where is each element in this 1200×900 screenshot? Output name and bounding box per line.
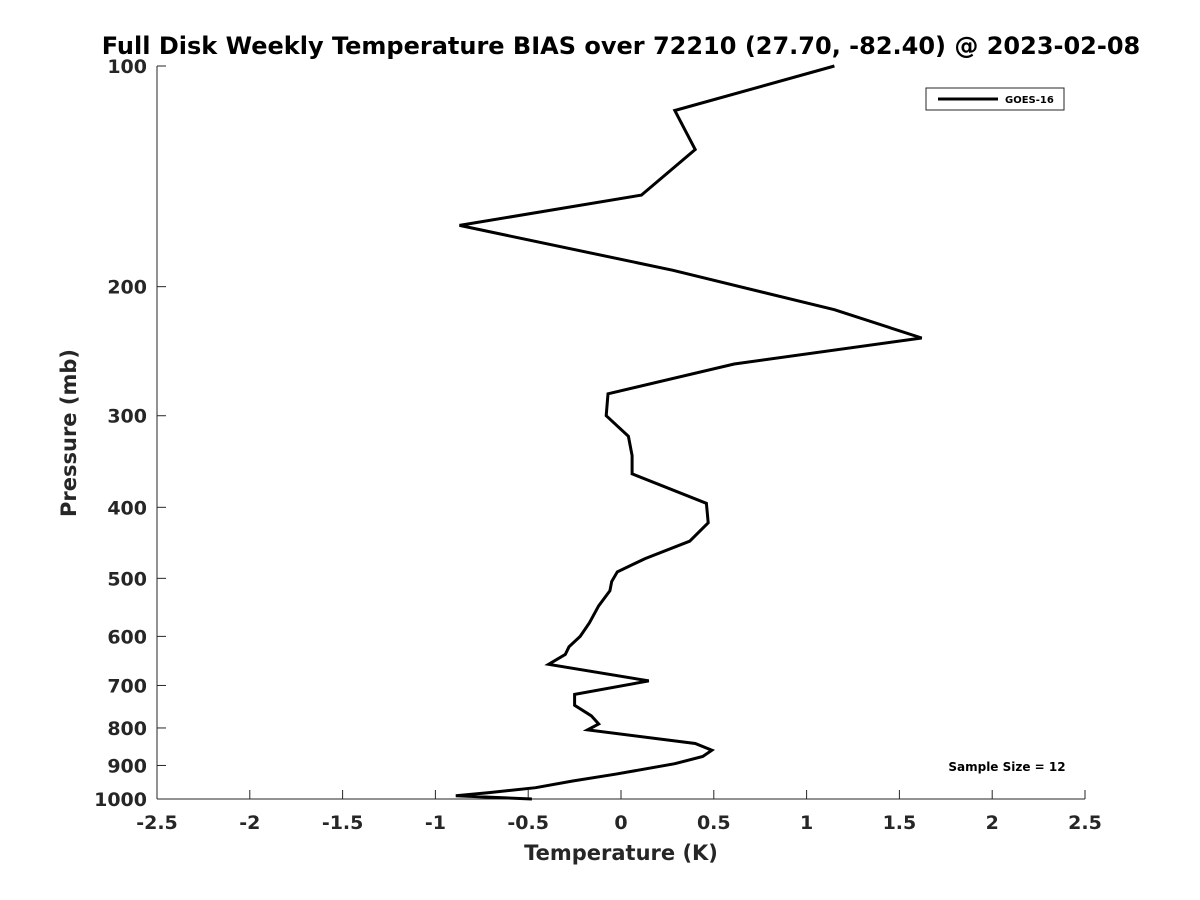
y-tick-label: 800 <box>107 718 147 740</box>
sample-size-annotation: Sample Size = 12 <box>948 760 1065 774</box>
x-tick-label: 1 <box>800 812 813 834</box>
x-tick-label: -2.5 <box>136 812 178 834</box>
y-tick-label: 400 <box>107 497 147 519</box>
y-tick-label: 100 <box>107 56 147 78</box>
x-tick-label: -1 <box>425 812 446 834</box>
y-tick-label: 600 <box>107 626 147 648</box>
x-ticks: -2.5 -2 -1.5 -1 -0.5 0 0.5 1 1.5 2 2.5 <box>136 790 1102 834</box>
y-tick-label: 900 <box>107 755 147 777</box>
chart-title: Full Disk Weekly Temperature BIAS over 7… <box>102 32 1141 60</box>
plot-area <box>156 66 1085 800</box>
x-tick-label: 2 <box>986 812 999 834</box>
legend-entry-goes-16: GOES-16 <box>1005 95 1054 106</box>
y-tick-label: 700 <box>107 675 147 697</box>
x-tick-label: 2.5 <box>1068 812 1102 834</box>
y-tick-label: 500 <box>107 568 147 590</box>
x-tick-label: 0 <box>614 812 627 834</box>
x-tick-label: -1.5 <box>322 812 364 834</box>
x-axis-label: Temperature (K) <box>524 841 718 865</box>
y-tick-label: 300 <box>107 406 147 428</box>
x-tick-label: -0.5 <box>507 812 549 834</box>
y-tick-label: 1000 <box>94 789 147 811</box>
series-group <box>455 64 923 801</box>
y-tick-label: 200 <box>107 277 147 299</box>
x-tick-label: 1.5 <box>883 812 917 834</box>
legend: GOES-16 <box>925 87 1065 111</box>
x-tick-label: -2 <box>239 812 260 834</box>
y-ticks: 100 200 300 400 500 600 700 800 900 1000 <box>94 56 166 811</box>
series-line-goes-16 <box>455 64 923 801</box>
y-axis-label: Pressure (mb) <box>57 349 81 517</box>
x-tick-label: 0.5 <box>697 812 731 834</box>
